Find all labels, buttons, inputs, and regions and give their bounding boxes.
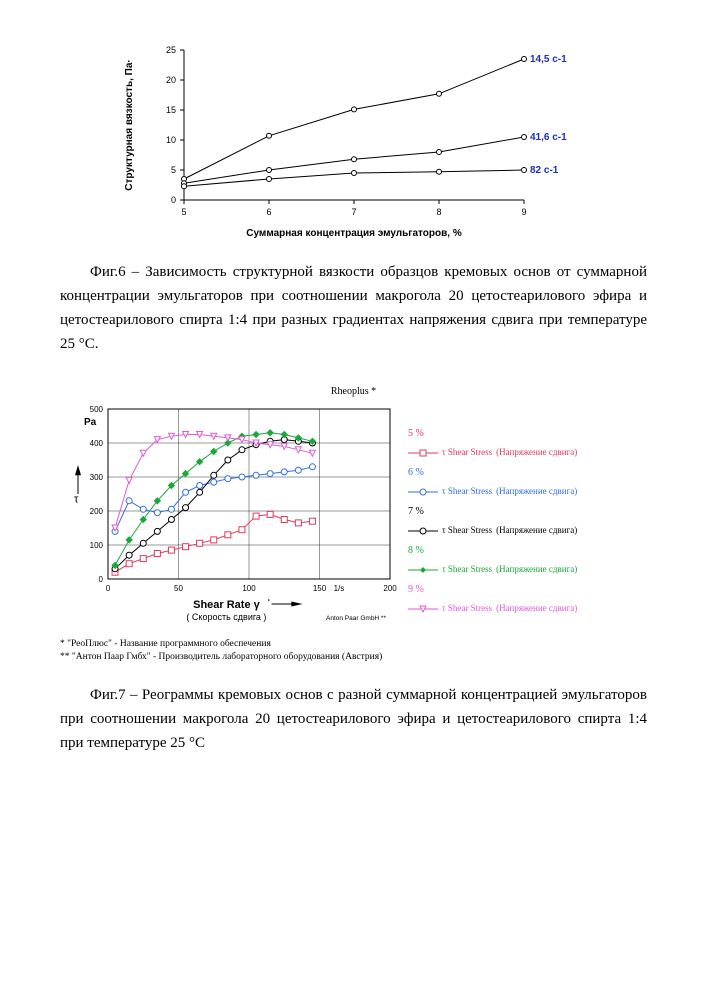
chart2-svg: 0 100 200 300 400 500 0 50 100 150 200 Pa τ 1/s Shear … xyxy=(60,399,400,634)
chart1-svg: 05101520255678914,5 с-141,6 с-182 с-1Сум… xyxy=(114,40,594,240)
legend-label: τ Shear Stress xyxy=(442,561,492,578)
legend-pct: 7 % xyxy=(408,502,577,521)
svg-text:5: 5 xyxy=(181,207,186,217)
svg-text:200: 200 xyxy=(383,584,397,593)
svg-text:10: 10 xyxy=(165,135,175,145)
svg-text:14,5 с-1: 14,5 с-1 xyxy=(530,54,567,65)
svg-text:1/s: 1/s xyxy=(334,584,345,593)
svg-text:6: 6 xyxy=(266,207,271,217)
footnote-a: * "РеоПлюс" - Название программного обес… xyxy=(60,638,647,651)
svg-text:Структурная вязкость, Па·: Структурная вязкость, Па· xyxy=(124,59,135,190)
svg-text:τ: τ xyxy=(74,494,79,506)
caption-fig6: Фиг.6 – Зависимость структурной вязкости… xyxy=(60,260,647,356)
svg-text:82 с-1: 82 с-1 xyxy=(530,165,559,176)
svg-text:25: 25 xyxy=(165,45,175,55)
svg-text:400: 400 xyxy=(90,439,104,448)
legend-pct: 6 % xyxy=(408,463,577,482)
chart2-legend: 5 %τ Shear Stress(Напряжение сдвига)6 %τ… xyxy=(400,399,577,619)
svg-text:9: 9 xyxy=(521,207,526,217)
caption-fig7: Фиг.7 – Реограммы кремовых основ с разно… xyxy=(60,683,647,755)
legend-entry: τ Shear Stress(Напряжение сдвига) xyxy=(408,444,577,461)
legend-entry: τ Shear Stress(Напряжение сдвига) xyxy=(408,600,577,617)
svg-text:300: 300 xyxy=(90,473,104,482)
svg-text:0: 0 xyxy=(99,575,104,584)
svg-text:100: 100 xyxy=(90,541,104,550)
svg-text:7: 7 xyxy=(351,207,356,217)
svg-text:Shear Rate γ: Shear Rate γ xyxy=(193,599,261,611)
legend-label: τ Shear Stress xyxy=(442,600,492,617)
svg-text:5: 5 xyxy=(170,165,175,175)
legend-label-ru: (Напряжение сдвига) xyxy=(496,444,577,461)
legend-pct: 9 % xyxy=(408,580,577,599)
legend-label-ru: (Напряжение сдвига) xyxy=(496,522,577,539)
svg-text:50: 50 xyxy=(174,584,183,593)
svg-text:0: 0 xyxy=(106,584,111,593)
chart2-title: Rheoplus * xyxy=(60,386,647,397)
chart-1-viscosity-vs-concentration: 05101520255678914,5 с-141,6 с-182 с-1Сум… xyxy=(60,40,647,240)
svg-text:500: 500 xyxy=(90,405,104,414)
footnote-b: ** "Антон Паар Гмбх" - Производитель лаб… xyxy=(60,651,647,664)
svg-text:0: 0 xyxy=(170,195,175,205)
svg-text:15: 15 xyxy=(165,105,175,115)
chart2-footnotes: * "РеоПлюс" - Название программного обес… xyxy=(60,638,647,665)
svg-text:8: 8 xyxy=(436,207,441,217)
legend-label-ru: (Напряжение сдвига) xyxy=(496,600,577,617)
svg-text:Anton Paar GmbH **: Anton Paar GmbH ** xyxy=(326,615,386,622)
legend-label: τ Shear Stress xyxy=(442,522,492,539)
legend-label: τ Shear Stress xyxy=(442,483,492,500)
legend-entry: τ Shear Stress(Напряжение сдвига) xyxy=(408,483,577,500)
legend-entry: τ Shear Stress(Напряжение сдвига) xyxy=(408,561,577,578)
svg-text:150: 150 xyxy=(313,584,327,593)
legend-entry: τ Shear Stress(Напряжение сдвига) xyxy=(408,522,577,539)
legend-pct: 8 % xyxy=(408,541,577,560)
svg-text:Pa: Pa xyxy=(84,417,97,428)
svg-text:200: 200 xyxy=(90,507,104,516)
legend-pct: 5 % xyxy=(408,424,577,443)
svg-text:Суммарная концентрация эмульга: Суммарная концентрация эмульгаторов, % xyxy=(246,228,462,239)
svg-text:20: 20 xyxy=(165,75,175,85)
svg-text:( Скорость сдвига ): ( Скорость сдвига ) xyxy=(186,612,266,622)
legend-label: τ Shear Stress xyxy=(442,444,492,461)
svg-text:100: 100 xyxy=(242,584,256,593)
legend-label-ru: (Напряжение сдвига) xyxy=(496,483,577,500)
chart-2-rheograms: 0 100 200 300 400 500 0 50 100 150 200 Pa τ 1/s Shear … xyxy=(60,399,647,634)
legend-label-ru: (Напряжение сдвига) xyxy=(496,561,577,578)
svg-text:41,6 с-1: 41,6 с-1 xyxy=(530,132,567,143)
